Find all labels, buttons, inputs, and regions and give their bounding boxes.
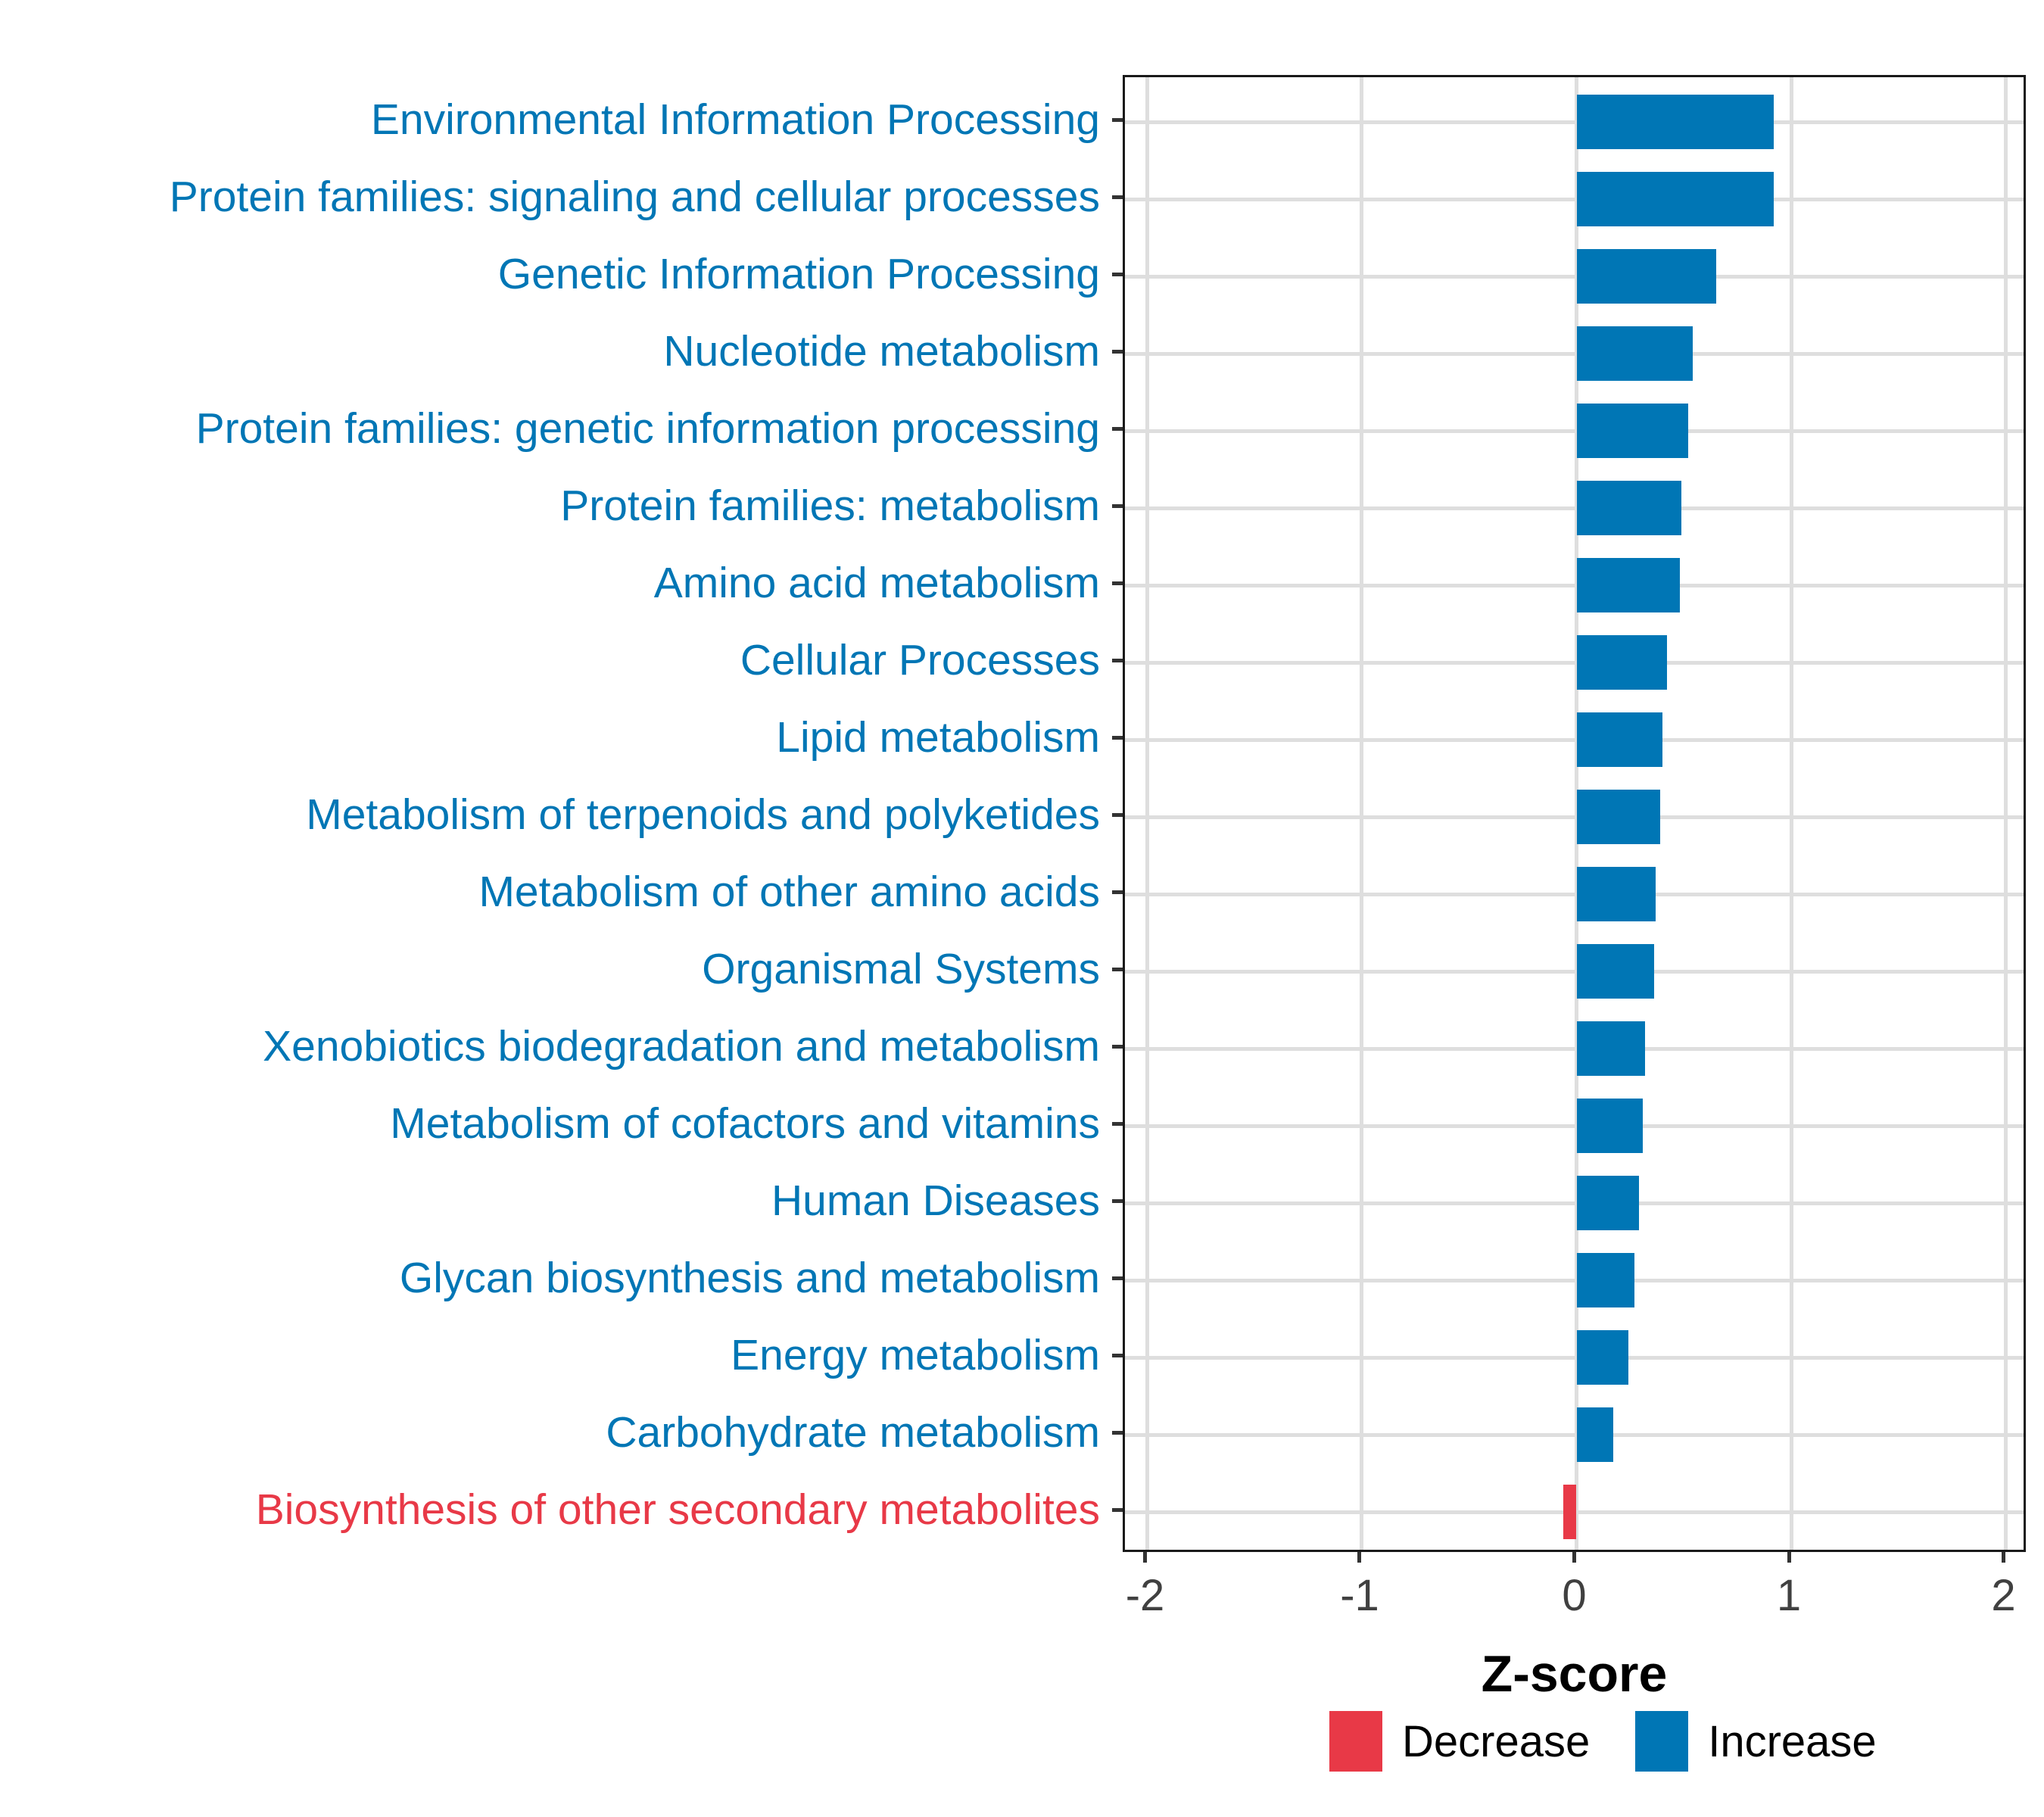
bar xyxy=(1576,1330,1628,1385)
x-axis-title: Z-score xyxy=(1481,1645,1668,1703)
y-axis-tick xyxy=(1112,812,1123,817)
y-axis-tick xyxy=(1112,117,1123,122)
bar xyxy=(1576,790,1661,844)
y-axis-label: Genetic Information Processing xyxy=(497,250,1100,298)
y-axis-label: Environmental Information Processing xyxy=(370,95,1100,144)
x-axis-tick-label: 0 xyxy=(1562,1571,1587,1620)
bar xyxy=(1576,249,1716,304)
y-axis-label: Energy metabolism xyxy=(731,1331,1100,1379)
y-axis-tick xyxy=(1112,426,1123,431)
y-axis-label: Lipid metabolism xyxy=(776,713,1100,762)
legend: Decrease Increase xyxy=(1329,1709,1877,1773)
bar xyxy=(1576,1407,1613,1462)
x-axis-tick xyxy=(1787,1552,1791,1563)
bar xyxy=(1563,1485,1577,1539)
h-gridline xyxy=(1125,351,2024,356)
h-gridline xyxy=(1125,1355,2024,1360)
decrease-swatch xyxy=(1329,1711,1382,1772)
v-gridline xyxy=(1145,77,1149,1550)
x-axis-tick-label: 1 xyxy=(1776,1571,1802,1620)
bar xyxy=(1576,635,1667,690)
h-gridline xyxy=(1125,815,2024,819)
y-axis-label: Carbohydrate metabolism xyxy=(606,1408,1100,1457)
h-gridline xyxy=(1125,1201,2024,1205)
y-axis-tick xyxy=(1112,1276,1123,1280)
h-gridline xyxy=(1125,660,2024,665)
x-axis-tick xyxy=(1142,1552,1147,1563)
h-gridline xyxy=(1125,892,2024,896)
bar xyxy=(1576,1099,1644,1153)
x-axis-tick xyxy=(2002,1552,2005,1563)
y-axis-label: Protein families: genetic information pr… xyxy=(195,404,1100,453)
y-axis-tick xyxy=(1112,1430,1123,1435)
y-axis-label: Metabolism of terpenoids and polyketides xyxy=(306,790,1100,839)
y-axis-label: Organismal Systems xyxy=(702,945,1100,993)
bar xyxy=(1576,712,1662,767)
x-axis-tick-label: -1 xyxy=(1340,1571,1379,1620)
y-axis-tick xyxy=(1112,735,1123,740)
bar xyxy=(1576,404,1688,458)
plot-panel xyxy=(1123,75,2026,1552)
y-axis-label: Human Diseases xyxy=(771,1177,1100,1225)
y-axis-label: Amino acid metabolism xyxy=(653,559,1100,607)
y-axis-tick xyxy=(1112,1121,1123,1126)
legend-label-increase: Increase xyxy=(1708,1716,1877,1766)
bar xyxy=(1576,95,1774,149)
y-axis-tick xyxy=(1112,1507,1123,1512)
y-axis-tick xyxy=(1112,1353,1123,1357)
h-gridline xyxy=(1125,1046,2024,1051)
h-gridline xyxy=(1125,197,2024,201)
h-gridline xyxy=(1125,583,2024,587)
h-gridline xyxy=(1125,1432,2024,1437)
y-axis-label: Xenobiotics biodegradation and metabolis… xyxy=(263,1022,1100,1071)
v-gridline xyxy=(1360,77,1364,1550)
h-gridline xyxy=(1125,429,2024,433)
legend-label-decrease: Decrease xyxy=(1402,1716,1591,1766)
y-axis-label: Protein families: signaling and cellular… xyxy=(169,173,1100,221)
y-axis-label: Metabolism of other amino acids xyxy=(478,868,1100,916)
y-axis-tick xyxy=(1112,658,1123,662)
x-axis-tick xyxy=(1357,1552,1362,1563)
h-gridline xyxy=(1125,1124,2024,1128)
y-axis-tick xyxy=(1112,967,1123,971)
bar xyxy=(1576,1176,1639,1230)
bar xyxy=(1576,944,1654,999)
x-axis-tick-label: -2 xyxy=(1125,1571,1165,1620)
y-axis-label: Nucleotide metabolism xyxy=(663,327,1100,376)
y-axis-tick xyxy=(1112,195,1123,199)
bar xyxy=(1576,172,1774,226)
y-axis-label: Protein families: metabolism xyxy=(560,482,1100,530)
v-gridline xyxy=(1789,77,1793,1550)
bar xyxy=(1576,481,1682,535)
y-axis-tick xyxy=(1112,1044,1123,1049)
bar xyxy=(1576,1253,1635,1307)
y-axis-tick xyxy=(1112,349,1123,354)
h-gridline xyxy=(1125,274,2024,279)
x-axis-tick xyxy=(1572,1552,1576,1563)
bar xyxy=(1576,1021,1646,1076)
y-axis-label: Biosynthesis of other secondary metaboli… xyxy=(255,1485,1100,1534)
bar xyxy=(1576,326,1693,381)
h-gridline xyxy=(1125,506,2024,510)
y-axis-tick xyxy=(1112,890,1123,894)
y-axis-label: Glycan biosynthesis and metabolism xyxy=(399,1254,1100,1302)
bar xyxy=(1576,558,1680,612)
y-axis-tick xyxy=(1112,272,1123,276)
y-axis-label: Metabolism of cofactors and vitamins xyxy=(390,1099,1100,1148)
increase-swatch xyxy=(1635,1711,1689,1772)
x-axis-tick-label: 2 xyxy=(1991,1571,2016,1620)
y-axis-label: Cellular Processes xyxy=(740,636,1100,684)
bar xyxy=(1576,867,1656,921)
v-gridline xyxy=(2004,77,2008,1550)
h-gridline xyxy=(1125,1278,2024,1282)
y-axis-tick xyxy=(1112,581,1123,585)
h-gridline xyxy=(1125,969,2024,974)
h-gridline xyxy=(1125,120,2024,124)
y-axis-tick xyxy=(1112,1198,1123,1203)
h-gridline xyxy=(1125,737,2024,742)
legend-item-decrease: Decrease xyxy=(1329,1711,1590,1772)
legend-item-increase: Increase xyxy=(1635,1711,1877,1772)
y-axis-tick xyxy=(1112,503,1123,508)
